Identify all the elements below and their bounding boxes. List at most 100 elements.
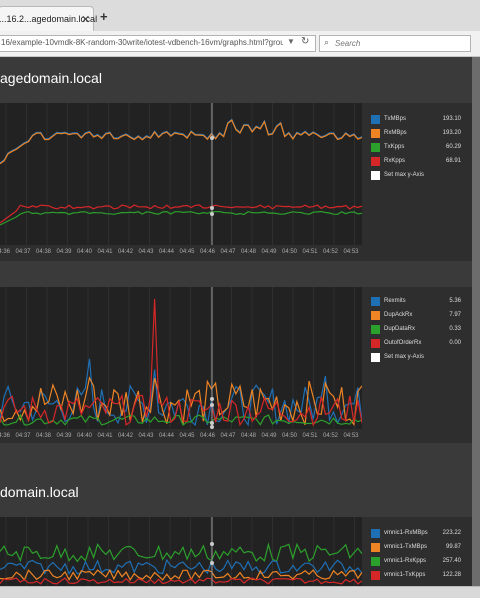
search-icon: ⌕ [324,37,330,47]
legend-item[interactable]: DupAckRx 7.97 [371,311,465,321]
legend-label: DupDataRx [384,326,416,332]
legend-item[interactable]: vmnic1-RxKpps 257.40 [371,557,465,567]
legend-label: vmnic1-TxMBps [384,544,428,550]
x-tick-label: 04:47 [220,249,236,255]
network-throughput-chart[interactable] [0,103,362,245]
hover-point [210,425,214,429]
vmnic-chart[interactable] [0,517,362,586]
legend-value: 223.22 [442,530,461,536]
series-line [0,204,362,224]
x-tick-label: 04:53 [343,249,359,255]
legend-swatch[interactable] [371,157,380,166]
tcp-errors-chart[interactable] [0,287,362,429]
legend-value: 60.29 [445,144,461,150]
navigation-bar: 16/example-10vmdk-8K-random-30write/iote… [0,31,480,57]
legend-swatch[interactable] [371,543,380,552]
legend-value: 7.97 [449,312,461,318]
series-line [0,568,362,582]
legend-item[interactable]: TxKpps 60.29 [371,143,465,153]
reload-icon[interactable]: ↻ [301,36,310,47]
plot-area[interactable] [0,103,362,245]
url-bar[interactable]: 16/example-10vmdk-8K-random-30write/iote… [0,35,316,52]
legend-value: 257.40 [442,558,461,564]
legend-swatch[interactable] [371,171,380,180]
legend-label: Set max y-Axis [384,172,425,178]
legend-item[interactable]: vmnic1-TxMBps 99.87 [371,543,465,553]
legend-swatch[interactable] [371,297,380,306]
x-tick-label: 04:49 [261,433,277,439]
legend-label: TxMBps [384,116,407,122]
hover-point [210,206,214,210]
x-tick-label: 04:39 [56,249,72,255]
legend-label: vmnic1-RxKpps [384,558,427,564]
x-tick-label: 04:51 [302,249,318,255]
search-placeholder: Search [335,39,361,48]
series-line [0,577,362,585]
legend-swatch[interactable] [371,115,380,124]
legend-value: 99.87 [445,544,461,550]
legend-item[interactable]: RxKpps 68.91 [371,157,465,167]
hover-point [210,212,214,216]
browser-tab[interactable]: ...16.2...agedomain.local ✕ [0,6,97,32]
series-line [0,210,362,226]
x-tick-label: 04:42 [118,433,134,439]
url-dropdown-icon[interactable]: ▼ [287,37,295,46]
x-tick-label: 04:52 [323,433,339,439]
legend-label: TxKpps [384,144,405,150]
legend-value: 193.10 [442,116,461,122]
x-tick-label: 04:48 [241,433,257,439]
legend-swatch[interactable] [371,143,380,152]
x-tick-label: 04:53 [343,433,359,439]
legend-label: RxKpps [384,158,406,164]
legend-swatch[interactable] [371,129,380,138]
search-box[interactable]: ⌕ Search [319,35,471,52]
legend-item[interactable]: RxMBps 193.20 [371,129,465,139]
x-tick-label: 04:50 [282,249,298,255]
legend-value: 68.91 [445,158,461,164]
x-tick-label: 04:37 [15,249,31,255]
legend-swatch[interactable] [371,571,380,580]
legend-swatch[interactable] [371,557,380,566]
vertical-scrollbar[interactable] [472,57,480,586]
legend-label: DupAckRx [384,312,413,318]
tab-bar: ...16.2...agedomain.local ✕ + [0,0,480,32]
x-tick-label: 04:46 [200,249,216,255]
legend-value: 0.33 [449,326,461,332]
horizontal-scrollbar[interactable] [0,586,480,598]
legend-item[interactable]: vmnic1-RxMBps 223.22 [371,529,465,539]
legend-label: Set max y-Axis [384,354,425,360]
legend-item[interactable]: Set max y-Axis [371,353,465,363]
chart-panel-tcp: Rexmits 5.36 DupAckRx 7.97 DupDataRx 0.33 Outo… [0,287,473,443]
legend-item[interactable]: Rexmits 5.36 [371,297,465,307]
legend-swatch[interactable] [371,353,380,362]
hover-point [210,136,214,140]
legend-item[interactable]: DupDataRx 0.33 [371,325,465,335]
x-tick-label: 04:38 [36,249,52,255]
x-tick-label: 04:45 [179,249,195,255]
x-tick-label: 04:52 [323,249,339,255]
x-tick-label: 04:39 [56,433,72,439]
legend-swatch[interactable] [371,325,380,334]
hover-point [210,403,214,407]
legend-item[interactable]: TxMBps 193.10 [371,115,465,125]
plot-area[interactable] [0,287,362,429]
legend-swatch[interactable] [371,339,380,348]
legend-item[interactable]: vmnic1-TxKpps 122.28 [371,571,465,581]
new-tab-button[interactable]: + [100,9,108,24]
plot-area[interactable] [0,517,362,586]
legend-swatch[interactable] [371,529,380,538]
chart-panel-network: TxMBps 193.10 RxMBps 193.20 TxKpps 60.29 RxKpp… [0,103,473,261]
x-tick-label: 04:43 [138,249,154,255]
close-tab-icon[interactable]: ✕ [81,14,91,26]
legend-swatch[interactable] [371,311,380,320]
hover-point [210,561,214,565]
legend-item[interactable]: OutofOrderRx 0.00 [371,339,465,349]
x-tick-label: 04:40 [77,249,93,255]
hover-point [210,397,214,401]
x-tick-label: 04:36 [0,249,11,255]
legend-value: 122.28 [442,572,461,578]
legend-label: vmnic1-RxMBps [384,530,428,536]
x-tick-label: 04:40 [77,433,93,439]
legend-item[interactable]: Set max y-Axis [371,171,465,181]
x-tick-label: 04:46 [200,433,216,439]
